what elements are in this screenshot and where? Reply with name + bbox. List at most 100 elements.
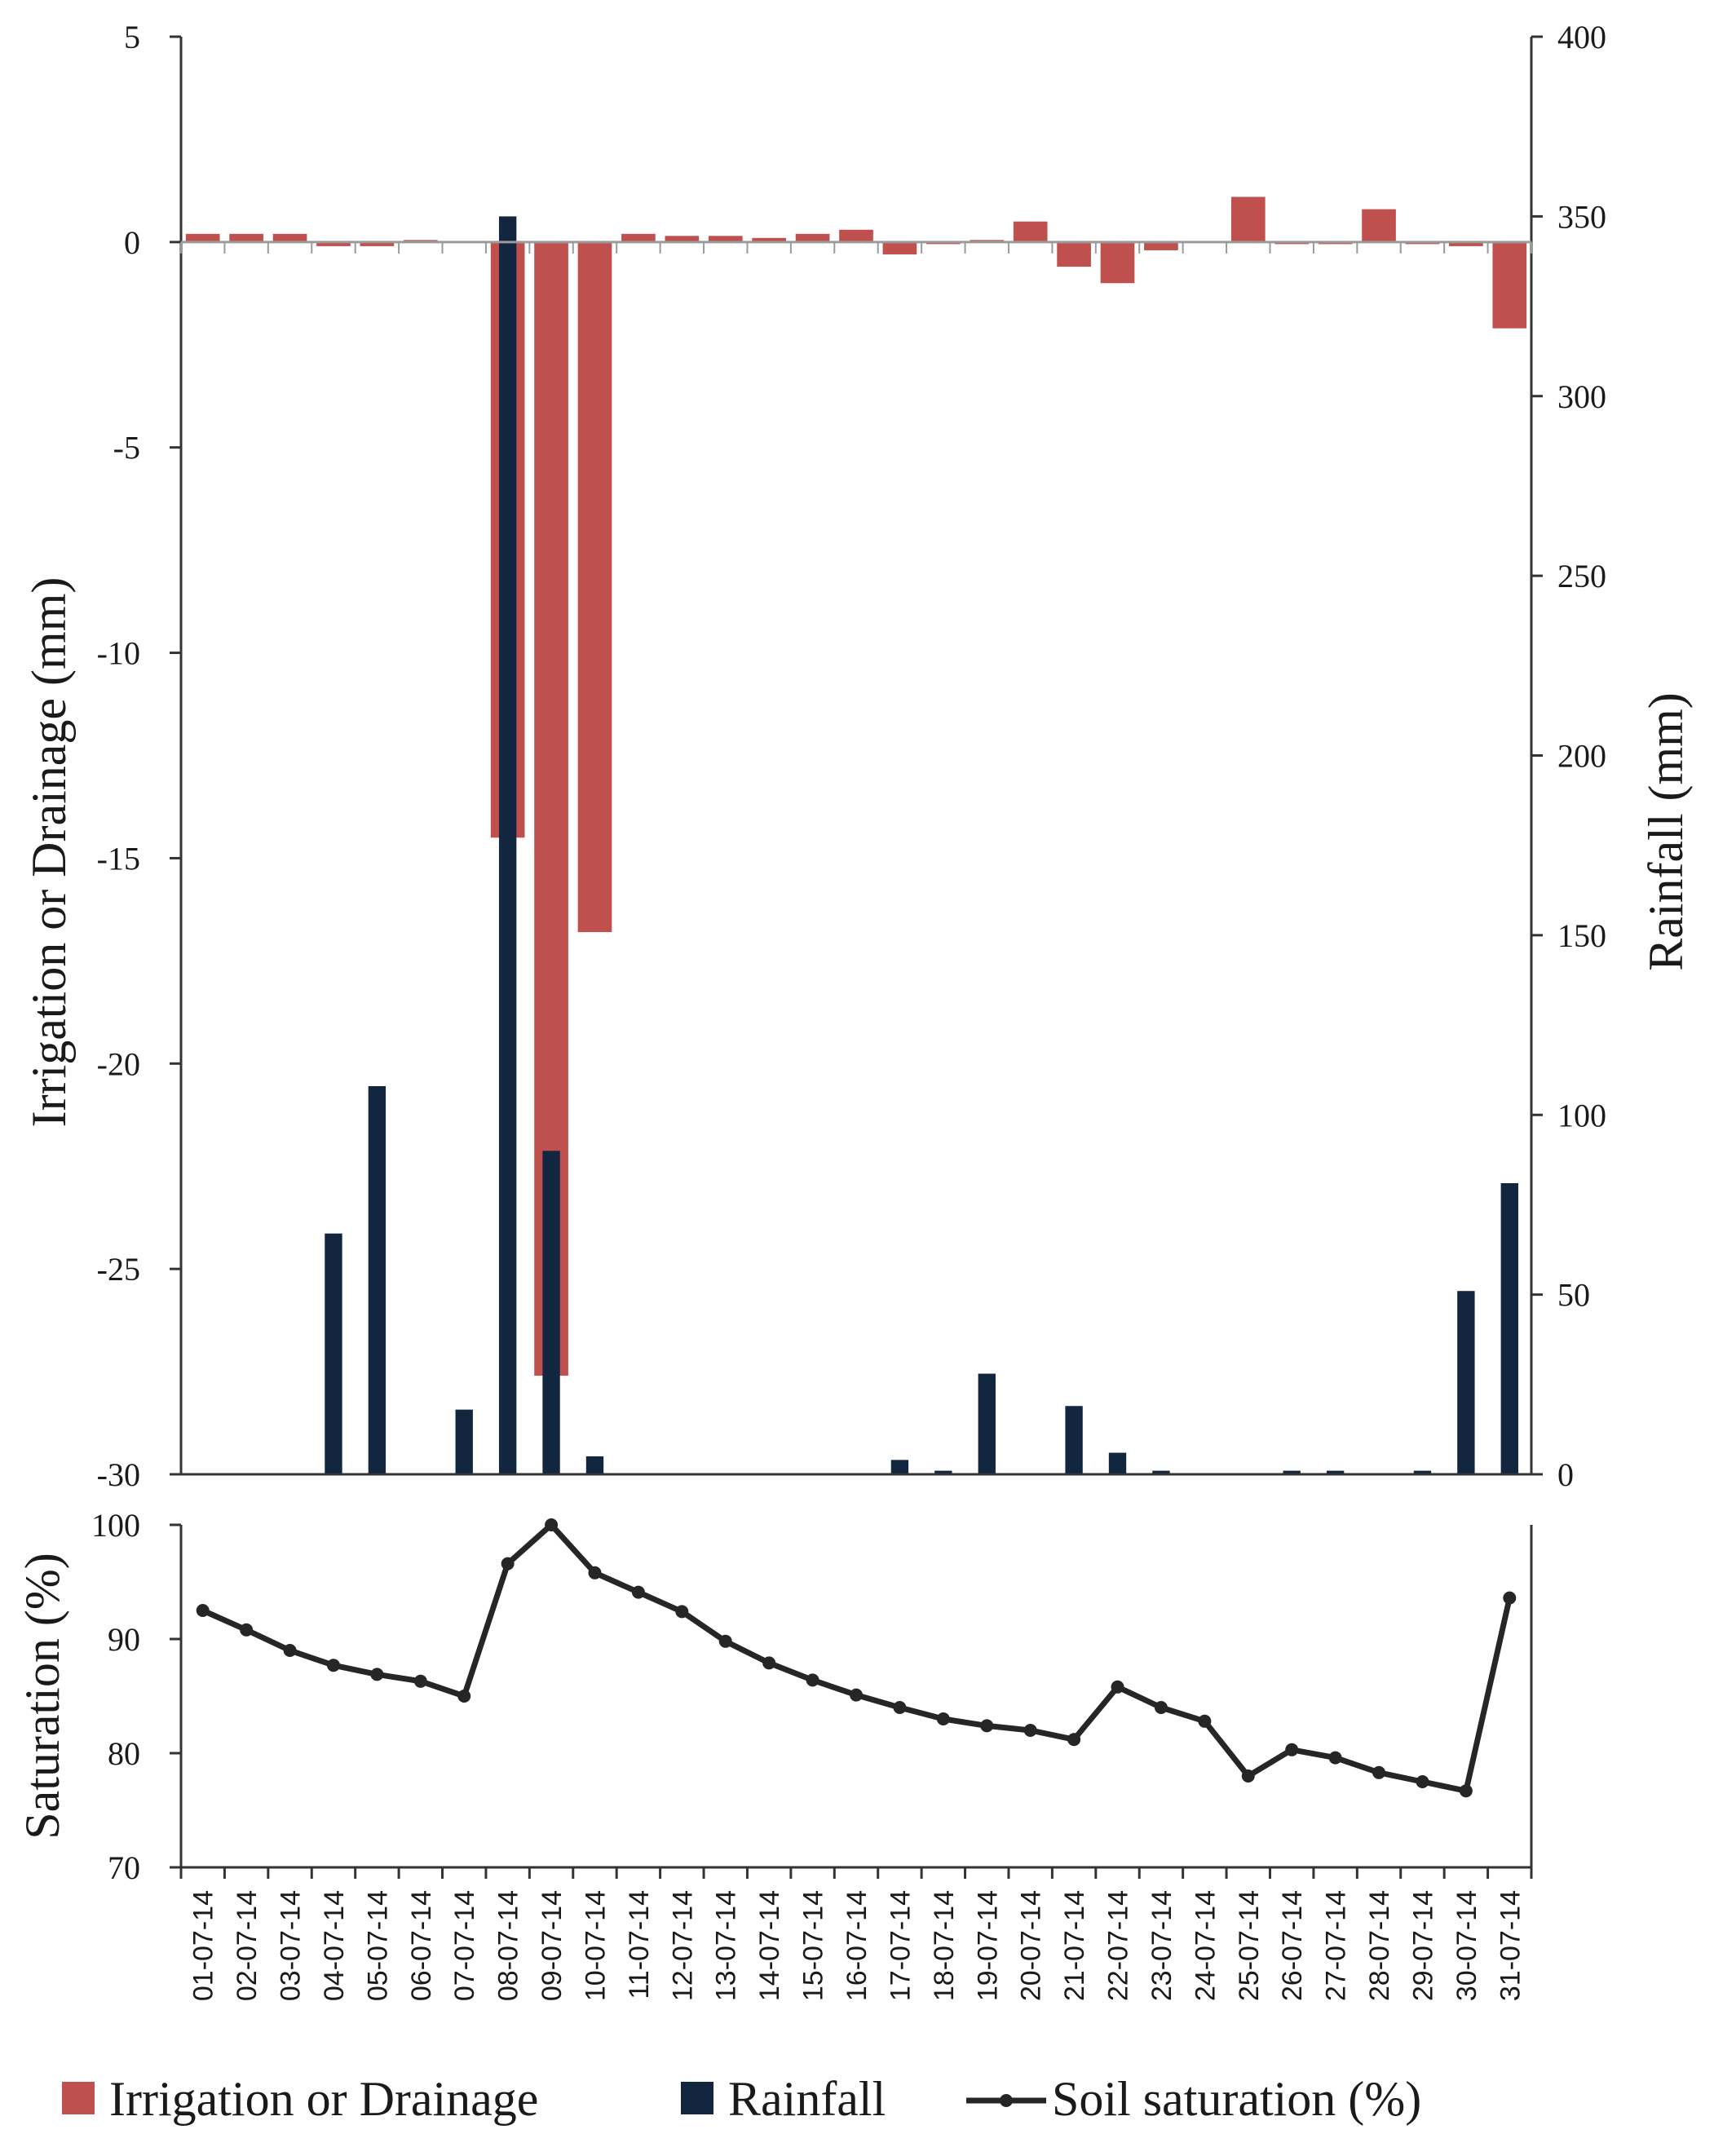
legend-saturation-label: Soil saturation (%) bbox=[1052, 2072, 1421, 2126]
right-tick-label: 0 bbox=[1557, 1456, 1574, 1493]
saturation-marker bbox=[631, 1585, 645, 1599]
saturation-marker bbox=[1372, 1765, 1386, 1779]
date-label: 12-07-14 bbox=[667, 1890, 698, 2001]
rainfall-bar bbox=[368, 1085, 387, 1474]
date-label: 14-07-14 bbox=[754, 1890, 785, 2001]
legend-saturation-marker bbox=[1000, 2094, 1013, 2107]
irrigation-bar bbox=[882, 241, 917, 254]
legend-irrigation-swatch bbox=[62, 2082, 95, 2114]
saturation-marker bbox=[936, 1712, 950, 1725]
date-label: 09-07-14 bbox=[537, 1890, 568, 2001]
rainfall-bar bbox=[1283, 1470, 1301, 1474]
irrigation-bar bbox=[1230, 197, 1266, 242]
date-label: 07-07-14 bbox=[449, 1890, 480, 2001]
saturation-marker bbox=[718, 1634, 732, 1648]
rainfall-bar-series bbox=[325, 216, 1518, 1474]
rainfall-bar bbox=[498, 216, 517, 1474]
rainfall-bar bbox=[890, 1460, 909, 1474]
rainfall-bar bbox=[455, 1409, 473, 1474]
saturation-marker bbox=[1416, 1775, 1429, 1788]
irrigation-bar bbox=[272, 233, 307, 242]
rainfall-bar bbox=[1152, 1470, 1170, 1474]
saturation-marker bbox=[980, 1719, 994, 1733]
date-label: 21-07-14 bbox=[1059, 1890, 1090, 2001]
date-label: 03-07-14 bbox=[276, 1890, 307, 2001]
date-label: 27-07-14 bbox=[1321, 1890, 1352, 2001]
saturation-marker bbox=[893, 1701, 907, 1714]
irrigation-bar bbox=[229, 233, 263, 242]
saturation-tick-label: 70 bbox=[108, 1849, 140, 1886]
saturation-marker bbox=[806, 1673, 819, 1687]
irrigation-bar bbox=[1100, 241, 1135, 284]
right-tick-label: 50 bbox=[1557, 1277, 1590, 1314]
right-tick-label: 200 bbox=[1557, 738, 1606, 775]
legend-rainfall-label: Rainfall bbox=[728, 2072, 886, 2126]
right-tick-label: 300 bbox=[1557, 378, 1606, 415]
saturation-marker bbox=[1154, 1701, 1168, 1714]
date-label-group: 01-07-14 02-07-14 03-07-14 04-07-14 05-07-14… bbox=[188, 1890, 1526, 2001]
saturation-marker bbox=[196, 1604, 210, 1617]
irrigation-bar bbox=[752, 237, 786, 242]
date-label: 16-07-14 bbox=[842, 1890, 872, 2001]
left-tick-label: -20 bbox=[97, 1045, 140, 1082]
irrigation-bar bbox=[795, 233, 830, 242]
right-tick-label: 400 bbox=[1557, 19, 1606, 55]
legend-irrigation-label: Irrigation or Drainage bbox=[109, 2072, 538, 2126]
rainfall-bar bbox=[934, 1470, 952, 1474]
irrigation-bar bbox=[577, 241, 612, 933]
right-tick-label: 150 bbox=[1557, 917, 1606, 954]
saturation-marker bbox=[1198, 1714, 1212, 1728]
date-label: 02-07-14 bbox=[232, 1890, 263, 2001]
irrigation-bar bbox=[1144, 241, 1178, 250]
rainfall-bar bbox=[325, 1233, 342, 1474]
date-label: 18-07-14 bbox=[929, 1890, 960, 2001]
saturation-marker bbox=[326, 1659, 340, 1672]
date-label: 01-07-14 bbox=[188, 1890, 219, 2001]
saturation-marker bbox=[1285, 1743, 1299, 1756]
right-tick-label: 250 bbox=[1557, 558, 1606, 594]
saturation-marker bbox=[283, 1644, 297, 1657]
date-label: 31-07-14 bbox=[1495, 1890, 1526, 2001]
bottom-left-tick-group: 100 90 80 70 bbox=[91, 1507, 181, 1886]
bottom-chart-axes bbox=[179, 1525, 1533, 1869]
rainfall-bar bbox=[1326, 1470, 1345, 1474]
date-label: 23-07-14 bbox=[1146, 1890, 1177, 2001]
date-label: 25-07-14 bbox=[1234, 1890, 1265, 2001]
legend-rainfall-swatch bbox=[681, 2082, 713, 2114]
date-label: 30-07-14 bbox=[1451, 1890, 1482, 2001]
rainfall-bar bbox=[1457, 1291, 1475, 1474]
irrigation-bar bbox=[1057, 241, 1091, 267]
irrigation-bar bbox=[1362, 209, 1396, 242]
date-label: 05-07-14 bbox=[362, 1890, 393, 2001]
date-label: 06-07-14 bbox=[406, 1890, 437, 2001]
saturation-marker bbox=[1067, 1733, 1081, 1747]
date-label: 19-07-14 bbox=[972, 1890, 1003, 2001]
saturation-marker bbox=[675, 1605, 689, 1619]
saturation-tick-label: 80 bbox=[108, 1735, 140, 1772]
saturation-marker bbox=[1328, 1751, 1342, 1765]
left-tick-label: 5 bbox=[124, 19, 140, 55]
saturation-line bbox=[201, 1522, 1513, 1794]
right-tick-label: 100 bbox=[1557, 1097, 1606, 1133]
saturation-marker bbox=[588, 1566, 602, 1579]
legend: Irrigation or Drainage Rainfall Soil sat… bbox=[62, 2072, 1421, 2126]
left-tick-label: -10 bbox=[97, 635, 140, 672]
left-axis-title: Irrigation or Drainage (mm) bbox=[22, 577, 76, 1128]
irrigation-bar-series bbox=[185, 197, 1527, 1376]
left-tick-label: -25 bbox=[97, 1251, 140, 1288]
irrigation-bar bbox=[839, 229, 873, 242]
saturation-tick-label: 100 bbox=[91, 1507, 140, 1544]
saturation-marker bbox=[850, 1688, 863, 1702]
right-axis-title: Rainfall (mm) bbox=[1639, 692, 1693, 971]
date-label: 28-07-14 bbox=[1364, 1890, 1395, 2001]
irrigation-bar bbox=[360, 241, 395, 246]
date-label: 11-07-14 bbox=[624, 1890, 655, 1999]
irrigation-bar bbox=[185, 233, 220, 242]
saturation-marker bbox=[501, 1557, 515, 1571]
irrigation-bar bbox=[708, 236, 743, 242]
left-tick-label: -5 bbox=[113, 430, 140, 466]
left-tick-label: -30 bbox=[97, 1456, 140, 1493]
date-label: 29-07-14 bbox=[1407, 1890, 1438, 2001]
irrigation-bar bbox=[1013, 221, 1048, 242]
